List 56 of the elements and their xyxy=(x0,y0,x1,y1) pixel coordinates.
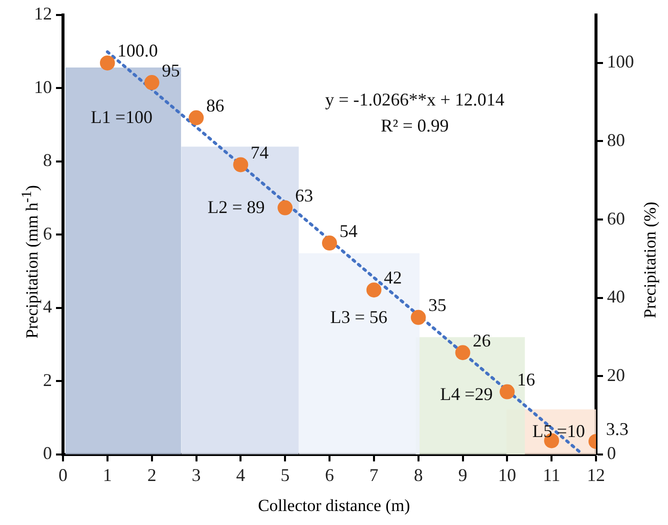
data-label: 26 xyxy=(472,330,491,350)
x-tick-label: 11 xyxy=(542,464,560,485)
y-tick-label: 10 xyxy=(34,76,52,97)
y2-axis-title: Precipitation (%) xyxy=(640,202,660,318)
data-label: 86 xyxy=(206,95,224,116)
y-tick-label: 6 xyxy=(43,223,52,244)
point xyxy=(100,55,115,70)
annotation: R² = 0.99 xyxy=(380,116,449,136)
point xyxy=(188,110,204,126)
data-label: 63 xyxy=(295,186,314,206)
y2-tick-label: 0 xyxy=(607,443,616,464)
annotation: L1 =100 xyxy=(90,106,152,127)
x-tick-label: 3 xyxy=(192,464,201,485)
annotation: L4 =29 xyxy=(440,384,493,404)
annotation: L2 = 89 xyxy=(208,196,265,217)
data-label: 100.0 xyxy=(117,40,158,61)
x-tick-label: 4 xyxy=(236,464,246,485)
x-tick-label: 9 xyxy=(458,464,468,485)
data-label: 42 xyxy=(384,268,402,288)
point xyxy=(455,345,470,360)
x-tick-label: 0 xyxy=(58,464,68,485)
point xyxy=(500,384,515,400)
data-label: 95 xyxy=(162,60,180,80)
y-tick-label: 0 xyxy=(43,443,52,464)
point xyxy=(410,310,426,325)
x-axis-title: Collector distance (m) xyxy=(256,496,411,516)
point xyxy=(233,157,248,172)
data-label: 54 xyxy=(340,220,358,241)
data-label: 74 xyxy=(250,142,269,162)
point xyxy=(322,236,337,251)
y2-tick-label: 80 xyxy=(607,130,625,150)
y2-tick-label: 20 xyxy=(607,364,625,385)
data-label: 3.3 xyxy=(606,419,628,440)
x-tick-label: 1 xyxy=(102,464,112,485)
annotation: y = -1.0266**x + 12.014 xyxy=(325,89,504,110)
y-tick-label: 12 xyxy=(34,4,52,24)
point xyxy=(144,75,160,90)
x-tick-label: 6 xyxy=(325,464,334,485)
x-tick-label: 7 xyxy=(369,464,378,485)
y2-tick-label: 40 xyxy=(607,286,625,307)
annotation: L3 = 56 xyxy=(330,306,388,327)
y-tick-label: 2 xyxy=(43,370,52,390)
y2-tick-label: 60 xyxy=(607,208,625,228)
y2-tick-label: 100 xyxy=(607,52,634,72)
point xyxy=(366,282,382,298)
data-label: 16 xyxy=(517,370,536,390)
x-tick-label: 10 xyxy=(498,464,516,485)
y-tick-label: 8 xyxy=(43,150,52,170)
x-tick-label: 12 xyxy=(587,464,605,485)
x-tick-label: 8 xyxy=(414,464,423,485)
annotation: L5 =10 xyxy=(532,421,586,442)
x-tick-label: 2 xyxy=(147,464,156,485)
data-label: 35 xyxy=(428,295,446,316)
point xyxy=(278,200,293,216)
x-tick-label: 5 xyxy=(280,464,290,485)
y-tick-label: 4 xyxy=(43,296,52,317)
